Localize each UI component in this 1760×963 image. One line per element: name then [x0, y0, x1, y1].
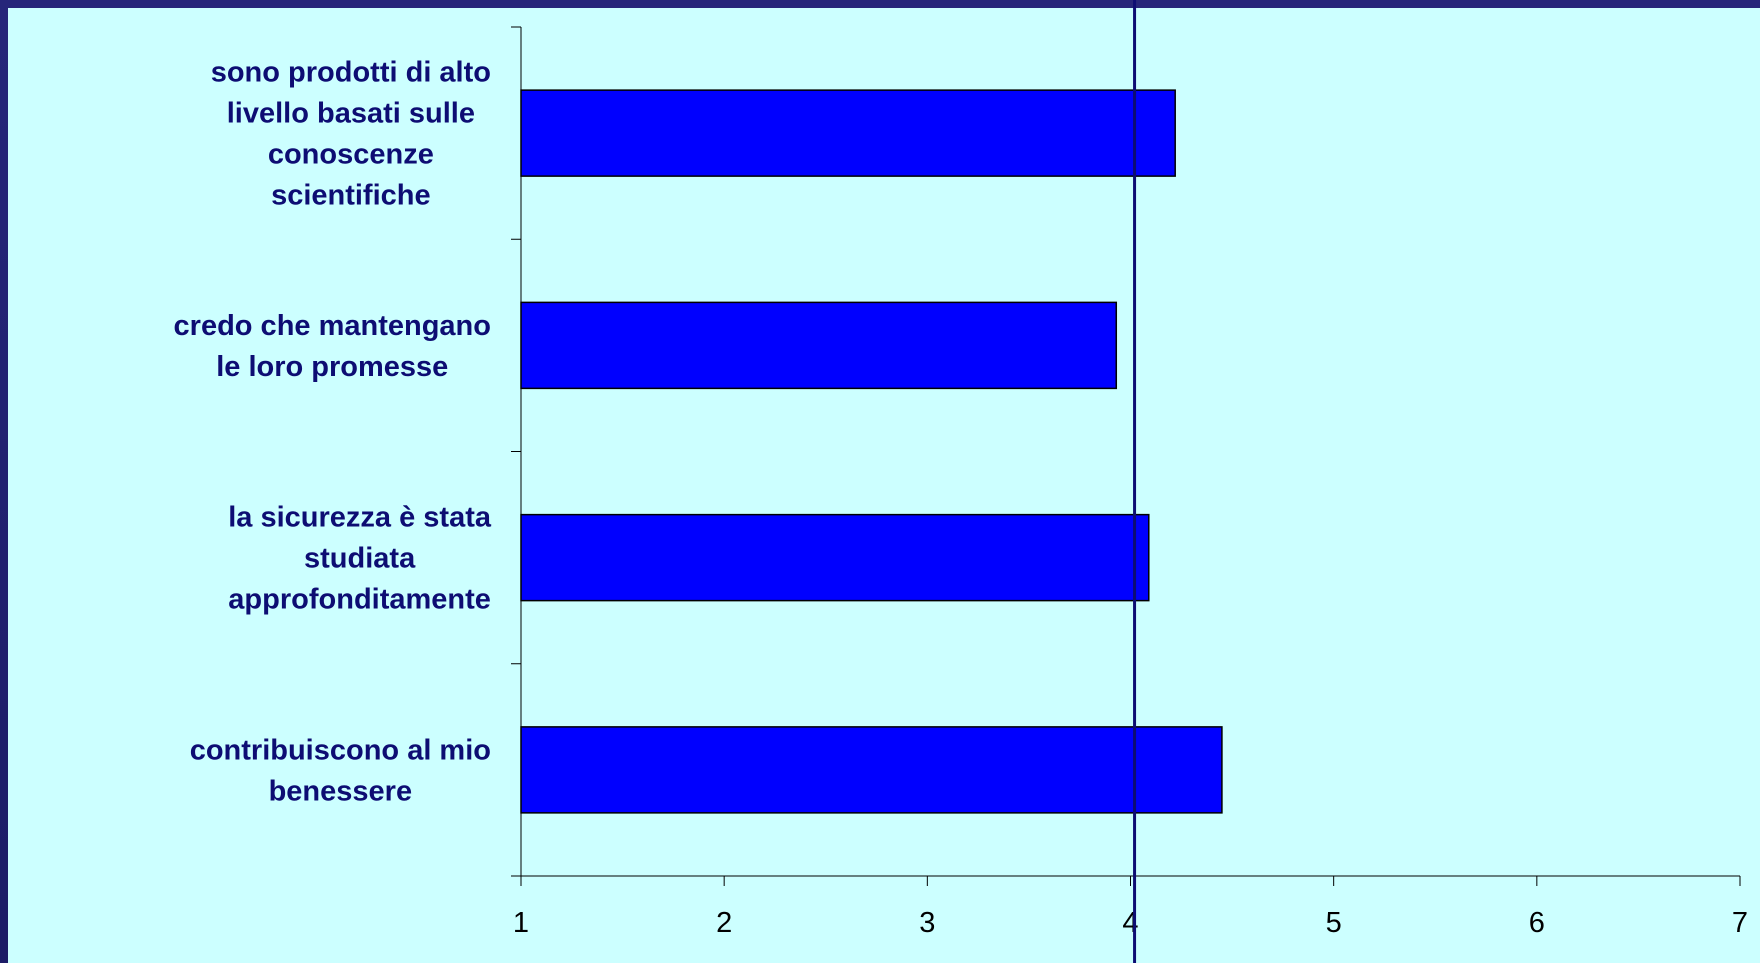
category-label: sono prodotti di alto — [211, 57, 491, 89]
bar[interactable] — [520, 513, 1150, 602]
bar[interactable] — [520, 301, 1118, 390]
category-label: la sicurezza è stata — [228, 502, 492, 534]
x-tick-label: 4 — [1122, 907, 1138, 939]
category-label: conoscenze — [268, 139, 434, 171]
category-label: benessere — [269, 775, 413, 807]
x-tick-label: 5 — [1326, 907, 1342, 939]
x-tick-label: 3 — [919, 907, 935, 939]
category-label: studiata — [304, 543, 416, 575]
x-tick-label: 1 — [513, 907, 529, 939]
x-tick-label: 7 — [1732, 907, 1748, 939]
x-tick-label: 6 — [1529, 907, 1545, 939]
category-label: approfonditamente — [228, 584, 491, 616]
category-label: contribuiscono al mio — [190, 734, 491, 766]
category-label: scientifiche — [271, 180, 431, 212]
category-label: le loro promesse — [216, 351, 448, 383]
category-label: livello basati sulle — [227, 98, 475, 130]
category-label: credo che mantengano — [174, 310, 491, 342]
x-tick-label: 2 — [716, 907, 732, 939]
bar[interactable] — [520, 726, 1223, 814]
bar[interactable] — [520, 89, 1176, 177]
